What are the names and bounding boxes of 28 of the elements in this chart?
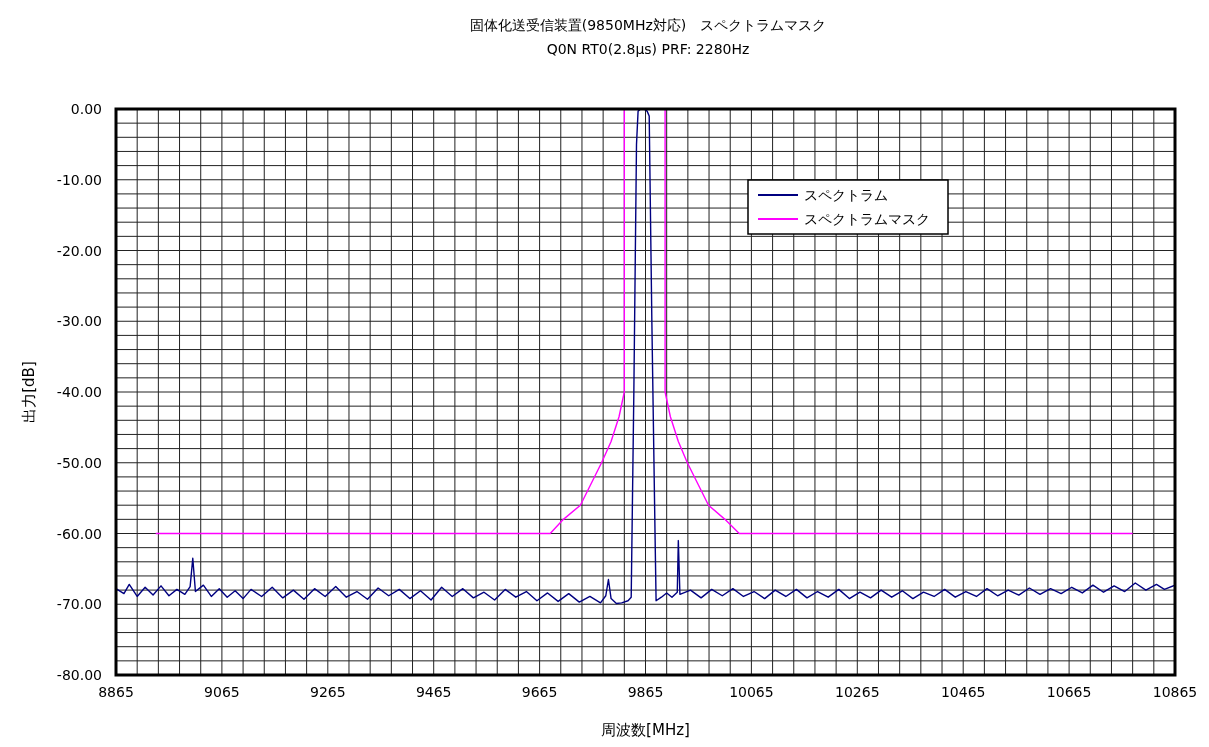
y-tick-label: -40.00 (56, 384, 102, 400)
x-tick-label: 9265 (309, 684, 346, 700)
y-tick-label: -10.00 (56, 171, 102, 188)
legend-label: スペクトラム (804, 187, 888, 203)
y-tick-label: -50.00 (56, 454, 102, 471)
x-tick-label: 10265 (835, 684, 880, 700)
y-tick-label: -80.00 (56, 667, 102, 683)
x-tick-label: 9865 (627, 684, 664, 700)
y-axis-title: 出力[dB] (20, 361, 38, 423)
x-axis-title: 周波数[MHz] (601, 721, 690, 739)
line-series (155, 108, 1134, 535)
x-tick-label: 9065 (204, 684, 240, 700)
x-tick-label: 8865 (98, 684, 134, 700)
y-tick-label: -30.00 (56, 313, 102, 330)
y-tick-label: 0.00 (70, 101, 102, 117)
x-tick-label: 10065 (729, 684, 774, 700)
y-tick-label: -20.00 (56, 242, 102, 259)
x-tick-label: 10665 (1046, 684, 1092, 700)
x-tick-label: 10865 (1152, 684, 1198, 700)
chart-subtitle: Q0N RT0(2.8μs) PRF: 2280Hz (546, 41, 750, 57)
legend-label: スペクトラムマスク (804, 211, 930, 227)
x-tick-label: 10465 (940, 684, 986, 700)
y-tick-label: -60.00 (56, 525, 102, 542)
y-tick-label: -70.00 (56, 596, 102, 613)
chart-title: 固体化送受信装置(9850MHz対応) スペクトラムマスク (469, 17, 827, 33)
line-series (116, 108, 1175, 605)
x-tick-label: 9465 (415, 684, 452, 700)
x-tick-label: 9665 (521, 684, 558, 700)
